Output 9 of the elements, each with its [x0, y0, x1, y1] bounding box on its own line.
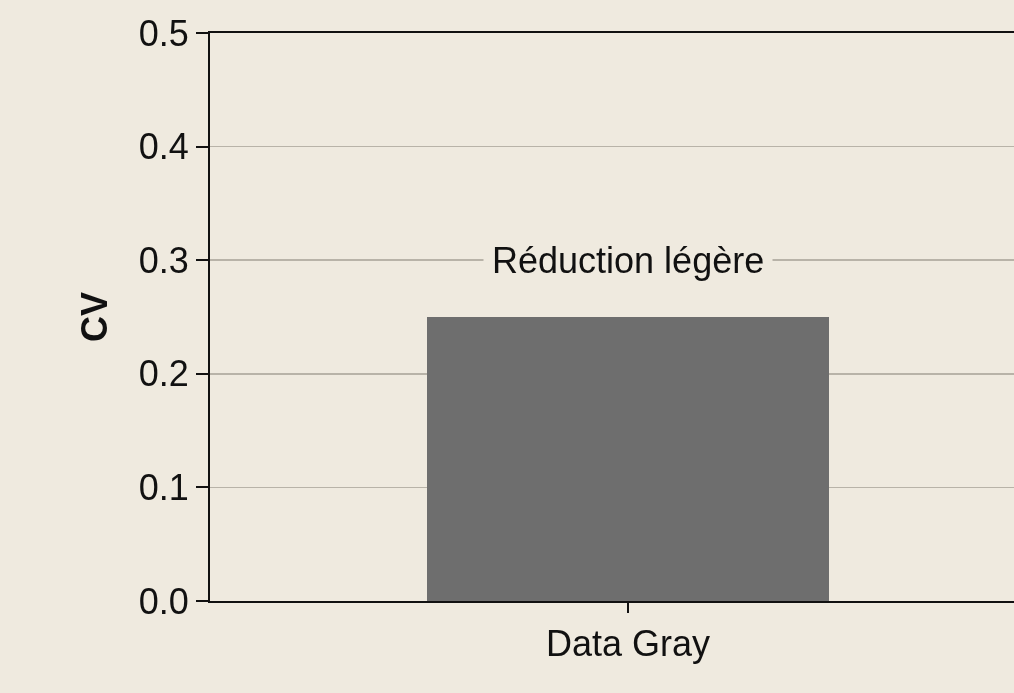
- y-tick-label: 0.5: [138, 12, 189, 54]
- y-tick-label: 0.0: [138, 580, 189, 622]
- y-tick-label: 0.3: [138, 239, 189, 281]
- y-tick-label: 0.1: [138, 467, 189, 508]
- y-axis-title: CV: [74, 291, 116, 343]
- annotation: Réduction légère: [492, 240, 765, 281]
- y-tick-label: 0.4: [138, 126, 189, 168]
- x-tick-label: Data Gray: [546, 623, 711, 665]
- y-tick-label: 0.2: [138, 353, 189, 395]
